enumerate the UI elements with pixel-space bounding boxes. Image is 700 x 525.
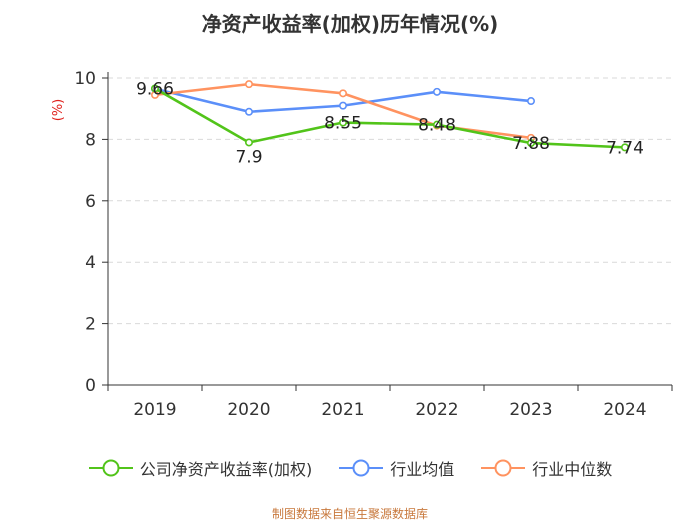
series-lines	[151, 80, 629, 152]
x-tick-label: 2023	[509, 400, 552, 420]
source-note: 制图数据来自恒生聚源数据库	[271, 507, 428, 521]
data-label: 7.9	[235, 147, 262, 167]
x-tick-label: 2019	[133, 400, 176, 420]
data-point[interactable]	[526, 97, 535, 106]
data-point[interactable]	[151, 84, 160, 93]
y-tick-label: 4	[85, 253, 96, 273]
y-tick-label: 0	[85, 376, 96, 396]
legend-item[interactable]: 行业中位数	[480, 456, 612, 480]
legend-marker	[494, 459, 512, 477]
data-point[interactable]	[338, 89, 347, 98]
data-label: 7.88	[512, 134, 550, 154]
legend-label: 公司净资产收益率(加权)	[139, 460, 313, 479]
legend-swatch-icon	[481, 459, 526, 477]
data-point[interactable]	[432, 120, 441, 129]
legend-item[interactable]: 行业均值	[338, 456, 454, 480]
series-line	[154, 87, 626, 149]
line-chart: 0 2 4 6 8 10 2019 2020 2021 2022 2023 2024 (%) 9.66 7…	[51, 69, 673, 420]
y-tick-label: 8	[85, 130, 96, 150]
data-point[interactable]	[526, 139, 535, 148]
legend-swatch-icon	[339, 459, 384, 477]
data-point[interactable]	[338, 118, 347, 127]
x-tick-label: 2022	[415, 400, 458, 420]
data-labels: 9.66 7.9 8.55 8.48 7.88 7.74	[136, 79, 644, 167]
data-point[interactable]	[338, 101, 347, 110]
x-tick-label: 2024	[603, 400, 646, 420]
legend-label: 行业中位数	[532, 460, 613, 479]
data-point[interactable]	[245, 107, 254, 116]
legend-marker	[352, 459, 370, 477]
legend-marker	[102, 459, 120, 477]
data-point[interactable]	[245, 138, 254, 147]
grid-lines	[108, 77, 672, 325]
y-tick-label: 6	[85, 192, 96, 212]
data-label: 8.55	[324, 114, 362, 134]
chart-title: 净资产收益率(加权)历年情况(%)	[201, 12, 499, 36]
data-point[interactable]	[432, 87, 441, 96]
legend: 公司净资产收益率(加权) 行业均值 行业中位数	[0, 454, 700, 482]
legend-label: 行业均值	[390, 460, 455, 479]
x-tick-label: 2020	[227, 400, 270, 420]
axes: 0 2 4 6 8 10 2019 2020 2021 2022 2023 2024 (%)	[51, 69, 673, 420]
y-tick-label: 2	[85, 315, 96, 335]
data-point[interactable]	[620, 143, 629, 152]
data-label: 7.74	[606, 138, 644, 158]
legend-swatch-icon	[88, 459, 133, 477]
data-point[interactable]	[245, 80, 254, 89]
x-tick-label: 2021	[321, 400, 364, 420]
data-label: 8.48	[418, 116, 456, 136]
data-label: 9.66	[136, 79, 174, 99]
y-axis-label: (%)	[51, 99, 66, 122]
y-tick-label: 10	[74, 69, 96, 89]
legend-item[interactable]: 公司净资产收益率(加权)	[88, 456, 313, 480]
